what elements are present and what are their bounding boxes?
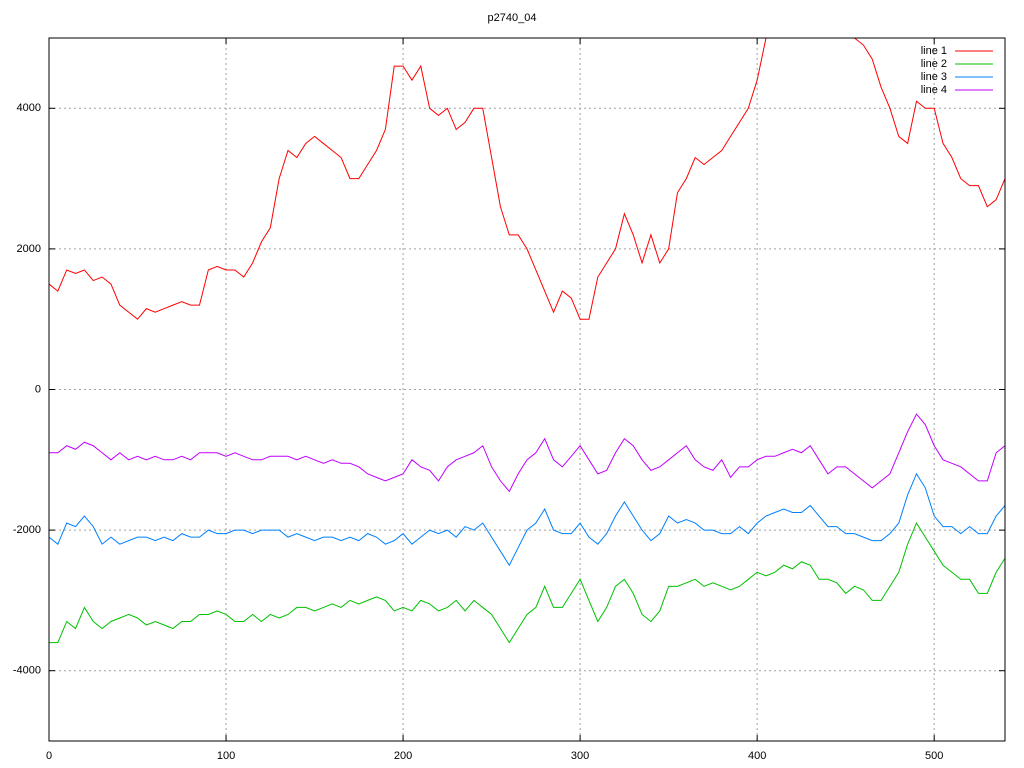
series-line xyxy=(49,521,1005,644)
y-tick-label: -2000 xyxy=(13,524,41,536)
chart-title: p2740_04 xyxy=(488,12,537,24)
y-tick-label: 4000 xyxy=(17,102,41,114)
x-tick-label: 100 xyxy=(217,750,235,762)
y-tick-label: 2000 xyxy=(17,243,41,255)
grid xyxy=(48,38,1005,741)
x-tick-label: 300 xyxy=(571,750,589,762)
plot-area xyxy=(49,38,1005,644)
plot-border xyxy=(48,37,1006,742)
legend-label: line 2 xyxy=(921,58,947,70)
series-line xyxy=(49,472,1005,567)
legend-label: line 1 xyxy=(921,45,947,57)
x-tick-label: 500 xyxy=(925,750,943,762)
legend-label: line 4 xyxy=(921,84,947,96)
legend-label: line 3 xyxy=(921,71,947,83)
y-tick-label: -4000 xyxy=(13,665,41,677)
x-tick-label: 0 xyxy=(46,750,52,762)
y-tick-label: 0 xyxy=(35,383,41,395)
series-line xyxy=(49,413,1005,493)
x-tick-label: 200 xyxy=(394,750,412,762)
series-line xyxy=(49,38,1005,320)
x-tick-label: 400 xyxy=(748,750,766,762)
